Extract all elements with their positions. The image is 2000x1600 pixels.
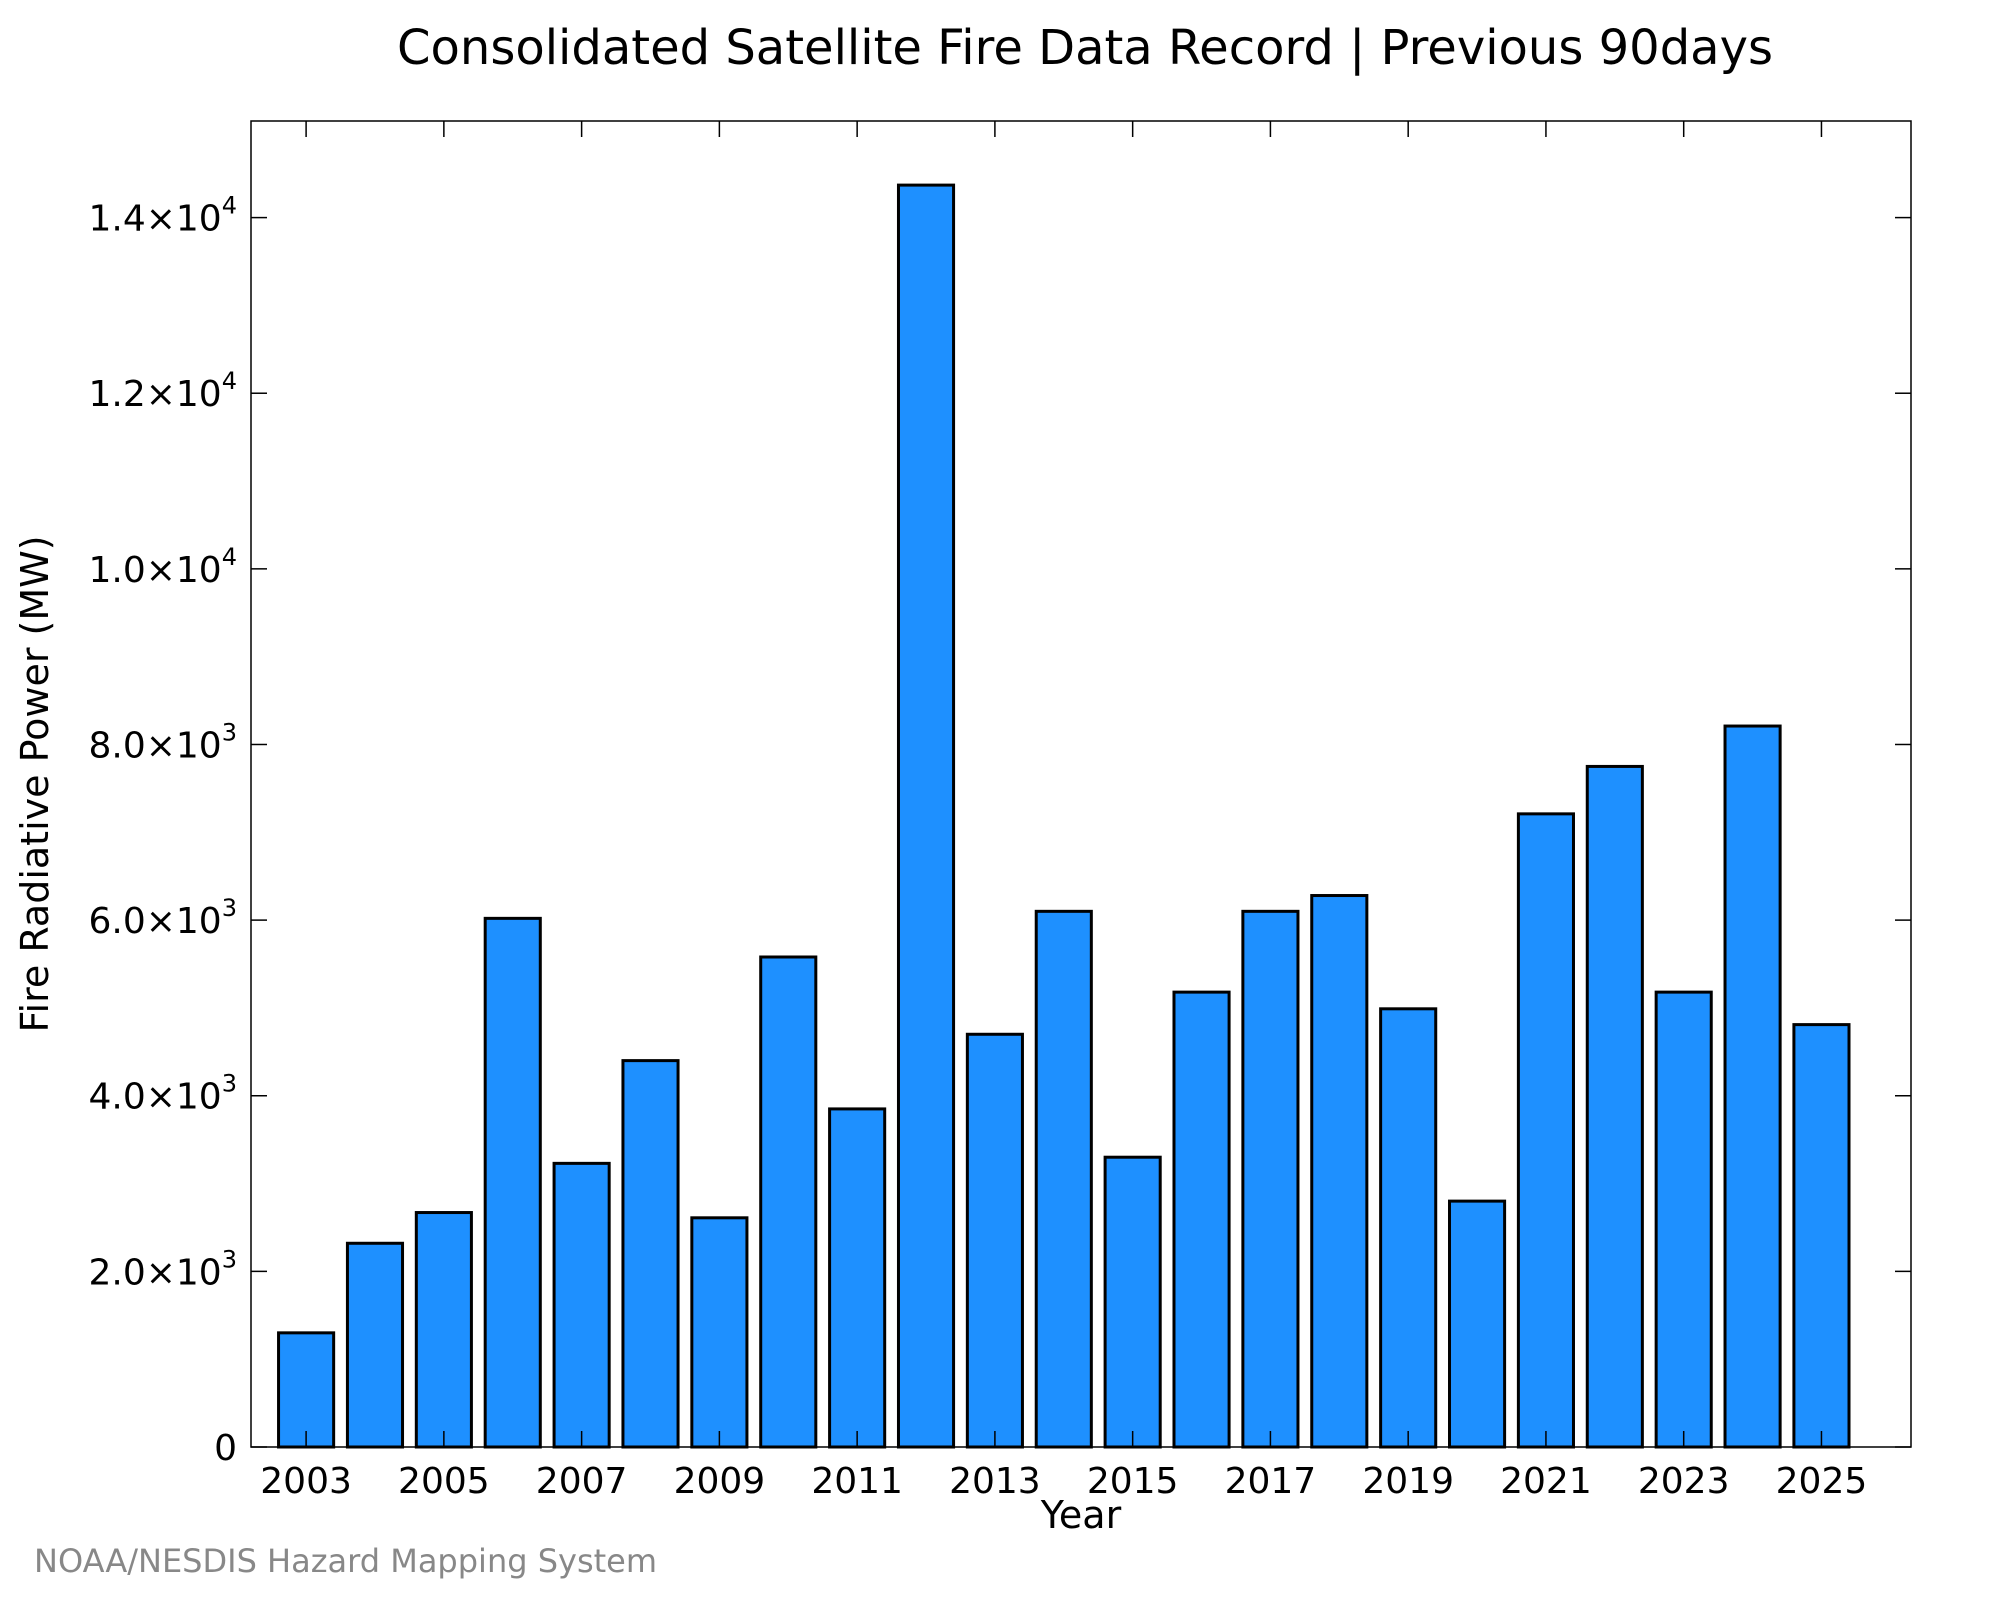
- bar-2005: [414, 1211, 473, 1449]
- bar-2014: [1034, 909, 1093, 1449]
- x-tick-label: 2007: [536, 1461, 628, 1502]
- x-tick-label: 2013: [949, 1461, 1041, 1502]
- y-tick-label: 8.0×103: [88, 718, 237, 766]
- bar-2004: [345, 1241, 405, 1449]
- y-tick-label: 1.2×104: [88, 367, 237, 415]
- x-tick-label: 2021: [1500, 1461, 1592, 1502]
- bar-2018: [1310, 894, 1369, 1449]
- y-tick-label: 1.0×104: [88, 543, 237, 591]
- bar-2013: [965, 1032, 1024, 1449]
- x-tick-label: 2015: [1087, 1461, 1179, 1502]
- y-tick-label: 1.4×104: [88, 192, 237, 240]
- x-tick-label: 2017: [1225, 1461, 1317, 1502]
- x-tick-label: 2009: [674, 1461, 766, 1502]
- x-tick-label: 2019: [1362, 1461, 1454, 1502]
- bar-2003: [277, 1331, 336, 1449]
- bar-2008: [621, 1059, 680, 1449]
- bar-2017: [1241, 909, 1300, 1449]
- y-tick-label: 4.0×103: [88, 1070, 237, 1118]
- y-axis-ticks: 0 2.0×103 4.0×103 6.0×103 8.0×103 1.0×104 1.2×…: [88, 192, 1911, 1469]
- bar-2007: [552, 1161, 611, 1449]
- y-axis-label: Fire Radiative Power (MW): [13, 535, 57, 1032]
- y-tick-label: 2.0×103: [88, 1245, 237, 1293]
- y-tick-label: 6.0×103: [88, 894, 237, 942]
- bar-2015: [1103, 1155, 1162, 1449]
- bar-2023: [1654, 990, 1713, 1449]
- bars-group: [277, 183, 1851, 1449]
- bar-2010: [759, 955, 818, 1449]
- bar-2021: [1516, 812, 1575, 1449]
- plot-frame: [250, 120, 1912, 1448]
- bar-2020: [1448, 1199, 1507, 1449]
- x-axis-ticks: 2003 2005 2007 2009 2011 2013 2015 2017 2019 2021…: [260, 121, 1867, 1502]
- x-axis-label: Year: [1040, 1493, 1122, 1537]
- bar-2011: [828, 1107, 887, 1449]
- x-tick-label: 2011: [811, 1461, 903, 1502]
- bar-2012: [896, 183, 956, 1449]
- x-tick-label: 2025: [1776, 1461, 1868, 1502]
- bar-2009: [690, 1216, 749, 1449]
- bar-2016: [1172, 990, 1231, 1449]
- y-tick-label: 0: [214, 1428, 237, 1469]
- x-tick-label: 2023: [1638, 1461, 1730, 1502]
- bar-2019: [1379, 1007, 1438, 1449]
- x-tick-label: 2005: [398, 1461, 490, 1502]
- x-tick-label: 2003: [260, 1461, 352, 1502]
- bar-2024: [1723, 724, 1782, 1449]
- bar-2025: [1792, 1023, 1851, 1449]
- chart-title: Consolidated Satellite Fire Data Record …: [397, 20, 1773, 76]
- bar-2006: [483, 916, 542, 1449]
- credit-text: NOAA/NESDIS Hazard Mapping System: [34, 1542, 657, 1580]
- bar-2022: [1585, 764, 1644, 1449]
